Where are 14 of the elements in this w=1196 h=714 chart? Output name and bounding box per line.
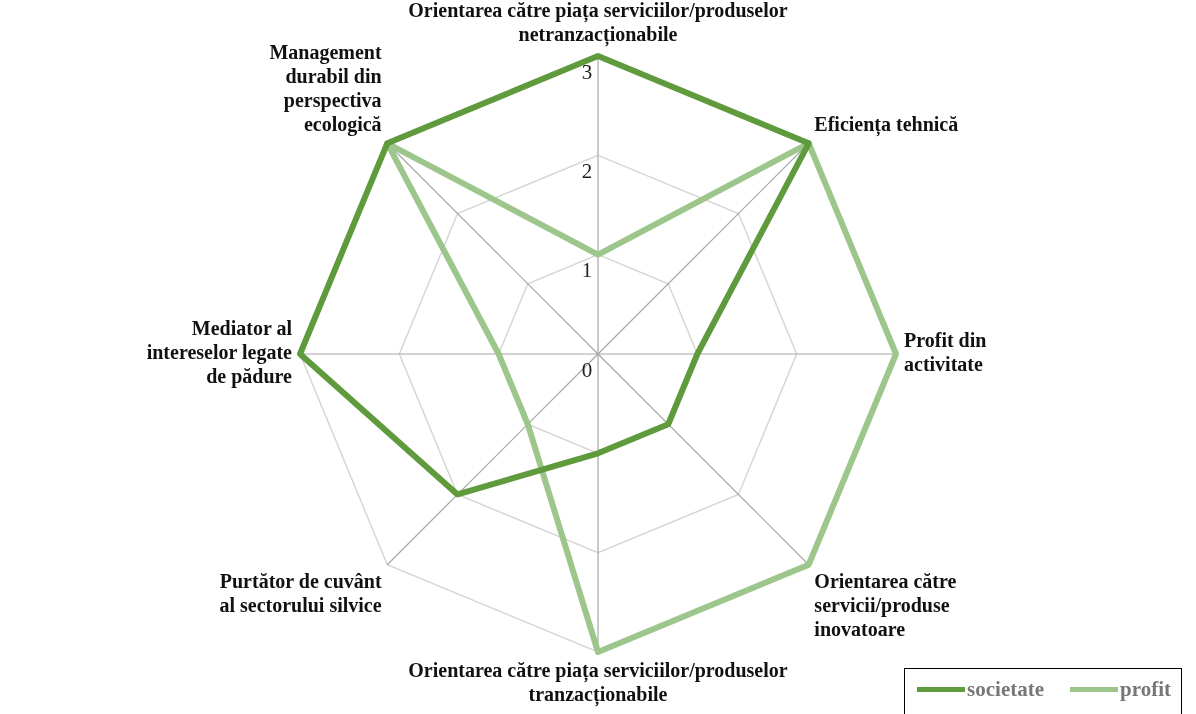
spoke-label: Eficiența tehnică [814, 112, 959, 137]
y-tick-label: 0 [581, 357, 593, 382]
y-tick-label: 3 [581, 59, 593, 84]
spoke-label: Management durabil din perspectiva ecologică [269, 40, 382, 136]
y-tick-label: 1 [581, 258, 593, 283]
spoke-label: Orientarea către servicii/produse inovatoare [814, 569, 957, 640]
spoke-label: Orientarea către piața serviciilor/produselor netranzacționabile [408, 0, 788, 48]
spoke-label: Orientarea către piața serviciilor/produselor tranzacționabile [408, 659, 788, 708]
spoke-label: Mediator al intereselor legate de pădure [146, 317, 293, 389]
spoke-label: Profit din activitate [904, 329, 987, 376]
spoke-label: Purtător de cuvânt al sectorului silvice [219, 569, 382, 616]
legend-label: societate [967, 677, 1045, 702]
legend-label: profit [1120, 677, 1171, 702]
y-tick-label: 2 [581, 158, 593, 183]
